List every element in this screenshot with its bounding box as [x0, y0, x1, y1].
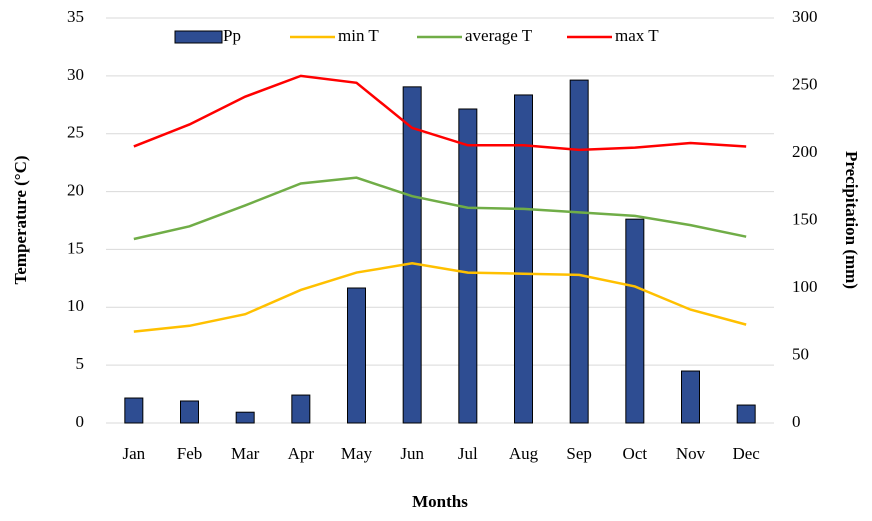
x-tick-label: Nov — [676, 444, 706, 463]
x-axis-label: Months — [412, 492, 468, 511]
bar — [736, 404, 756, 424]
y-axis-label: Temperature (°C) — [11, 155, 30, 284]
x-tick-label: Aug — [509, 444, 539, 463]
legend-label: min T — [338, 26, 379, 45]
x-tick-label: Jun — [400, 444, 424, 463]
x-tick-label: Oct — [623, 444, 648, 463]
y-tick-label: 20 — [67, 180, 84, 199]
y-tick-label: 5 — [76, 354, 85, 373]
y2-tick-label: 50 — [792, 344, 809, 363]
bar — [124, 397, 144, 424]
line — [133, 262, 747, 333]
y2-tick-label: 250 — [792, 74, 818, 93]
legend-label: max T — [615, 26, 659, 45]
bar — [402, 86, 422, 424]
y2-tick-label: 300 — [792, 7, 818, 26]
bar — [235, 411, 255, 424]
y2-tick-label: 200 — [792, 142, 818, 161]
x-tick-label: Jul — [458, 444, 478, 463]
y-tick-label: 15 — [67, 238, 84, 257]
y-tick-label: 0 — [76, 412, 85, 431]
legend-label: Pp — [223, 26, 241, 45]
bar — [347, 287, 366, 424]
legend-swatch — [174, 30, 223, 44]
y2-tick-label: 0 — [792, 412, 801, 431]
legend-label: average T — [465, 26, 533, 45]
y-tick-label: 35 — [67, 7, 84, 26]
bar — [514, 94, 533, 424]
y-tick-label: 10 — [67, 296, 84, 315]
x-tick-label: May — [341, 444, 373, 463]
y2-tick-label: 100 — [792, 277, 818, 296]
x-tick-label: Jan — [122, 444, 145, 463]
x-tick-label: Dec — [732, 444, 760, 463]
y2-tick-label: 150 — [792, 209, 818, 228]
bar — [569, 79, 589, 424]
y-tick-label: 25 — [67, 123, 84, 142]
x-tick-label: Feb — [177, 444, 203, 463]
bar — [291, 394, 311, 424]
bar — [625, 218, 645, 424]
x-tick-label: Sep — [566, 444, 592, 463]
bar — [180, 400, 199, 424]
x-tick-label: Apr — [288, 444, 315, 463]
line — [133, 74, 747, 152]
y2-axis-label: Precipitation (mm) — [842, 151, 861, 289]
y-tick-label: 30 — [67, 65, 84, 84]
line — [133, 176, 747, 241]
bar — [458, 108, 478, 424]
x-tick-label: Mar — [231, 444, 260, 463]
bar — [681, 370, 700, 424]
